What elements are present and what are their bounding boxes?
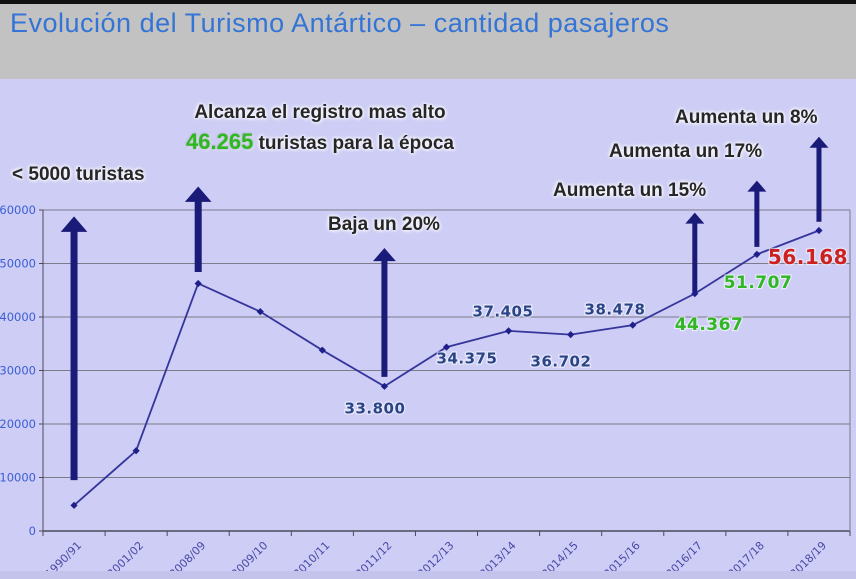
value-label: 33.800 (345, 399, 406, 417)
arrow-up-icon (60, 216, 88, 232)
data-point-marker (753, 250, 761, 258)
y-axis-label: 60000 (0, 203, 36, 217)
annotation-aumenta-8: Aumenta un 8% (675, 107, 818, 128)
arrow-up-icon (747, 180, 767, 192)
y-axis-label: 0 (29, 524, 36, 538)
y-axis-label: 40000 (0, 310, 36, 324)
annotation-record-high: Alcanza el registro mas alto 46.265 turi… (150, 102, 490, 155)
title-band (0, 4, 856, 79)
arrow-up-icon (373, 247, 396, 262)
data-line (73, 229, 820, 506)
data-point-marker (318, 346, 326, 354)
data-point-marker (380, 382, 389, 390)
data-point-marker (815, 226, 823, 235)
data-point-marker (132, 447, 140, 455)
annotation-aumenta-17: Aumenta un 17% (609, 141, 763, 162)
top-border-strip (0, 0, 856, 4)
annotation-aumenta-15: Aumenta un 15% (553, 180, 707, 201)
y-axis-label: 20000 (0, 417, 36, 431)
data-point-marker (256, 308, 264, 316)
arrow-up-icon (184, 186, 212, 202)
record-value: 46.265 (186, 129, 254, 154)
data-point-marker (70, 501, 78, 509)
record-suffix: turistas para la época (253, 133, 454, 154)
annotation-record-line1: Alcanza el registro mas alto (194, 102, 446, 123)
annotation-baja-20: Baja un 20% (328, 214, 440, 235)
y-axis-label: 50000 (0, 257, 36, 271)
value-label: 44.367 (675, 315, 744, 335)
arrow-up-icon (809, 136, 829, 148)
value-label: 51.707 (724, 273, 793, 293)
data-point-marker (567, 331, 575, 339)
value-label: 38.478 (585, 300, 646, 318)
data-point-marker (504, 327, 513, 335)
annotation-less-5000: < 5000 turistas (12, 164, 145, 185)
bottom-border-strip (0, 571, 856, 579)
data-point-marker (691, 290, 699, 298)
y-axis-label: 30000 (0, 364, 36, 378)
data-point-marker (442, 343, 451, 351)
data-point-marker (194, 279, 202, 288)
value-label: 34.375 (437, 349, 498, 367)
data-point-marker (629, 321, 637, 329)
value-label: 56.168 (768, 245, 848, 269)
value-label: 37.405 (473, 302, 534, 320)
value-label: 36.702 (531, 352, 592, 370)
annotation-record-line2: 46.265 turistas para la época (150, 129, 490, 155)
y-axis-label: 10000 (0, 471, 36, 485)
slide-title: Evolución del Turismo Antártico – cantid… (10, 8, 670, 38)
arrow-up-icon (685, 212, 705, 224)
